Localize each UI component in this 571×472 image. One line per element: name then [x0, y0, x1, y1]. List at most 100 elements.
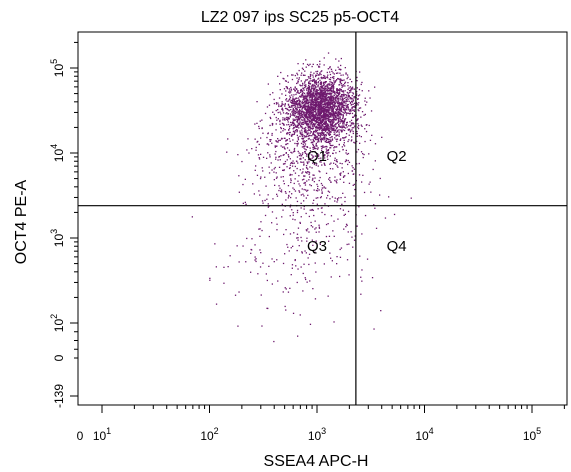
scatter-point [322, 132, 324, 134]
scatter-point [316, 119, 318, 121]
scatter-point [304, 86, 306, 89]
scatter-point [286, 133, 288, 135]
scatter-point [330, 90, 332, 92]
scatter-point [312, 109, 314, 112]
scatter-point [289, 164, 291, 166]
scatter-point [338, 133, 340, 135]
scatter-point [297, 100, 299, 102]
scatter-point [352, 167, 354, 169]
scatter-point [350, 124, 352, 126]
scatter-point [260, 137, 262, 139]
scatter-point [324, 94, 326, 96]
scatter-point [339, 108, 341, 110]
scatter-point [329, 119, 331, 121]
scatter-point [330, 139, 332, 141]
scatter-point [318, 74, 321, 76]
scatter-point [329, 123, 332, 125]
scatter-point [312, 105, 314, 107]
scatter-point [293, 109, 295, 111]
scatter-point [320, 115, 322, 117]
scatter-point [323, 109, 325, 111]
scatter-point [293, 99, 296, 101]
scatter-point [323, 154, 325, 157]
scatter-point [310, 106, 312, 109]
scatter-point [296, 74, 299, 76]
scatter-point [319, 197, 322, 199]
scatter-point [276, 119, 278, 121]
scatter-point [293, 162, 295, 164]
scatter-point [309, 104, 311, 106]
scatter-point [246, 149, 248, 151]
scatter-point [296, 281, 298, 284]
scatter-point [311, 112, 313, 114]
scatter-point [314, 136, 316, 138]
scatter-point [336, 108, 339, 110]
scatter-point [312, 107, 314, 109]
scatter-point [324, 116, 326, 118]
scatter-point [331, 82, 334, 84]
scatter-point [344, 200, 346, 203]
scatter-point [332, 91, 334, 93]
scatter-point [247, 138, 249, 140]
scatter-point [306, 230, 308, 232]
scatter-point [303, 135, 305, 137]
scatter-point [304, 143, 307, 145]
scatter-point [303, 147, 305, 149]
scatter-point [309, 120, 312, 123]
scatter-point [238, 175, 240, 177]
scatter-point [321, 87, 324, 89]
scatter-point [308, 121, 311, 123]
scatter-point [320, 90, 322, 92]
scatter-point [267, 206, 269, 208]
scatter-point [314, 92, 316, 94]
scatter-point [312, 126, 314, 128]
scatter-point [303, 118, 305, 120]
scatter-point [340, 74, 342, 76]
scatter-point [271, 258, 273, 260]
scatter-point [288, 99, 290, 101]
scatter-point [302, 141, 304, 143]
scatter-point [328, 178, 330, 180]
scatter-point [296, 124, 298, 126]
scatter-point [324, 108, 326, 111]
scatter-point [331, 122, 333, 125]
scatter-point [328, 132, 330, 134]
scatter-point [354, 142, 356, 144]
scatter-point [275, 103, 278, 105]
scatter-point [326, 84, 328, 86]
scatter-point [289, 233, 292, 235]
scatter-point [314, 130, 316, 132]
scatter-point [295, 160, 298, 162]
scatter-point [340, 121, 342, 123]
scatter-point [294, 178, 296, 180]
scatter-point [296, 131, 298, 133]
scatter-point [305, 129, 307, 131]
scatter-point [341, 127, 343, 129]
scatter-point [300, 89, 303, 92]
scatter-point [342, 121, 344, 123]
scatter-point [359, 142, 361, 144]
scatter-point [334, 101, 336, 103]
scatter-point [309, 117, 312, 120]
scatter-point [301, 107, 304, 109]
scatter-point [330, 84, 333, 86]
scatter-point [291, 104, 293, 106]
scatter-point [341, 163, 343, 165]
scatter-point [308, 84, 310, 86]
scatter-point [302, 116, 305, 118]
scatter-point [318, 96, 321, 99]
scatter-point [330, 162, 332, 164]
scatter-point [335, 160, 338, 162]
scatter-point [342, 97, 344, 99]
scatter-point [329, 93, 332, 95]
scatter-point [335, 112, 337, 115]
scatter-point [319, 109, 322, 111]
scatter-point [223, 266, 225, 268]
scatter-point [353, 106, 355, 108]
scatter-point [325, 151, 327, 153]
scatter-point [313, 137, 315, 140]
scatter-point [305, 167, 308, 169]
scatter-point [290, 178, 292, 180]
scatter-point [299, 112, 301, 114]
scatter-point [314, 81, 316, 83]
